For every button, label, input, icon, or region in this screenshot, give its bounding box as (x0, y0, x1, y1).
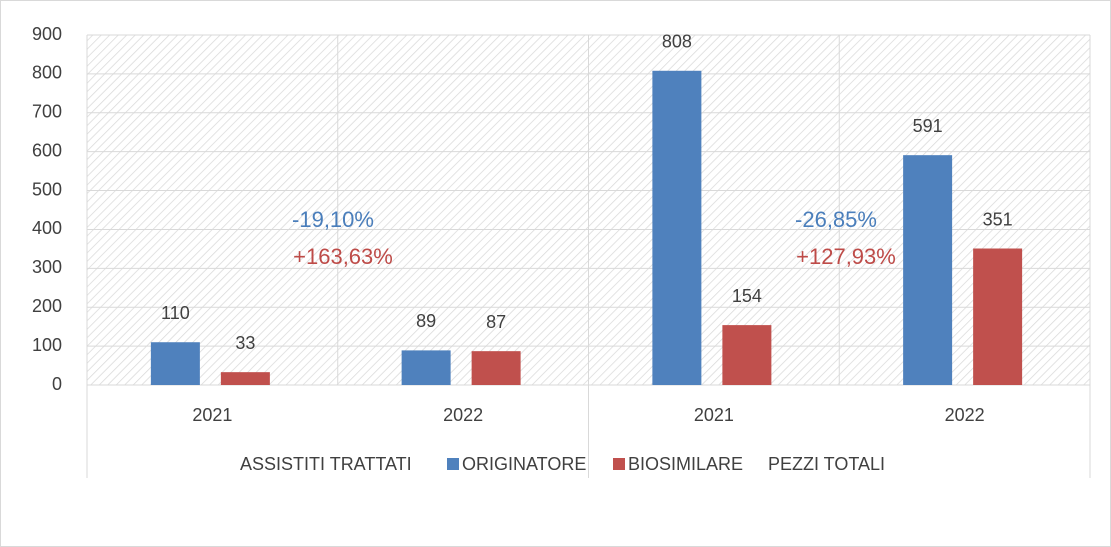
annotation: -26,85% (795, 207, 877, 232)
legend-label: BIOSIMILARE (628, 454, 743, 474)
y-tick-label: 900 (32, 24, 62, 44)
y-tick-label: 600 (32, 140, 62, 160)
legend-swatch (447, 458, 459, 470)
annotation: +163,63% (293, 244, 393, 269)
data-label: 351 (983, 209, 1013, 229)
bar (973, 248, 1023, 385)
x-tick-label: 2022 (945, 405, 985, 425)
y-tick-label: 100 (32, 335, 62, 355)
y-tick-label: 500 (32, 179, 62, 199)
data-label: 110 (161, 303, 190, 323)
bar (220, 372, 270, 385)
bar (150, 342, 200, 385)
legend-label: ORIGINATORE (462, 454, 586, 474)
bar (722, 325, 772, 385)
y-tick-label: 0 (52, 374, 62, 394)
bar (652, 70, 702, 386)
legend-swatch (613, 458, 625, 470)
y-tick-label: 200 (32, 296, 62, 316)
x-tick-label: 2021 (192, 405, 232, 425)
group-label: PEZZI TOTALI (768, 454, 885, 474)
data-label: 33 (235, 333, 255, 353)
data-label: 591 (913, 116, 943, 136)
bar (401, 350, 451, 385)
annotation: +127,93% (796, 244, 896, 269)
x-tick-label: 2022 (443, 405, 483, 425)
annotation: -19,10% (292, 207, 374, 232)
group-label: ASSISTITI TRATTATI (240, 454, 412, 474)
x-tick-label: 2021 (694, 405, 734, 425)
y-tick-label: 700 (32, 102, 62, 122)
data-label: 87 (486, 312, 506, 332)
y-tick-label: 800 (32, 63, 62, 83)
data-label: 89 (416, 311, 436, 331)
bar (471, 351, 521, 385)
y-tick-label: 400 (32, 218, 62, 238)
bar (903, 155, 953, 385)
y-tick-label: 300 (32, 257, 62, 277)
data-label: 808 (662, 32, 692, 52)
data-label: 154 (732, 286, 762, 306)
